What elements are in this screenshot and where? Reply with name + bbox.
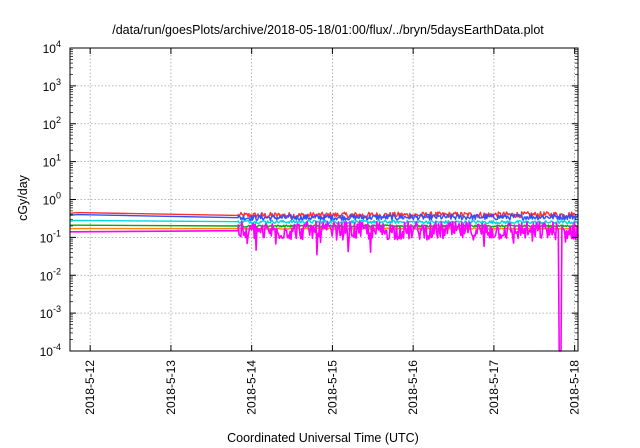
series-line-5 [70,220,579,352]
x-tick-label: 2018-5-18 [568,360,582,415]
x-tick-label: 2018-5-16 [406,360,420,415]
series-line-2 [69,219,579,225]
x-axis-label: Coordinated Universal Time (UTC) [227,431,419,445]
y-axis-label: cGy/day [16,174,30,221]
x-tick-label: 2018-5-17 [487,360,501,415]
series-line-1 [69,213,579,222]
x-axis-ticks: 2018-5-12 2018-5-13 2018-5-14 2018-5-15 2018… [83,48,582,415]
x-tick-label: 2018-5-15 [325,360,339,415]
chart-title: /data/run/goesPlots/archive/2018-05-18/0… [112,23,544,37]
grid-lines [70,48,578,351]
x-tick-label: 2018-5-13 [164,360,178,415]
series-lines [69,211,579,352]
x-tick-label: 2018-5-14 [245,360,259,415]
x-tick-label: 2018-5-12 [83,360,97,415]
